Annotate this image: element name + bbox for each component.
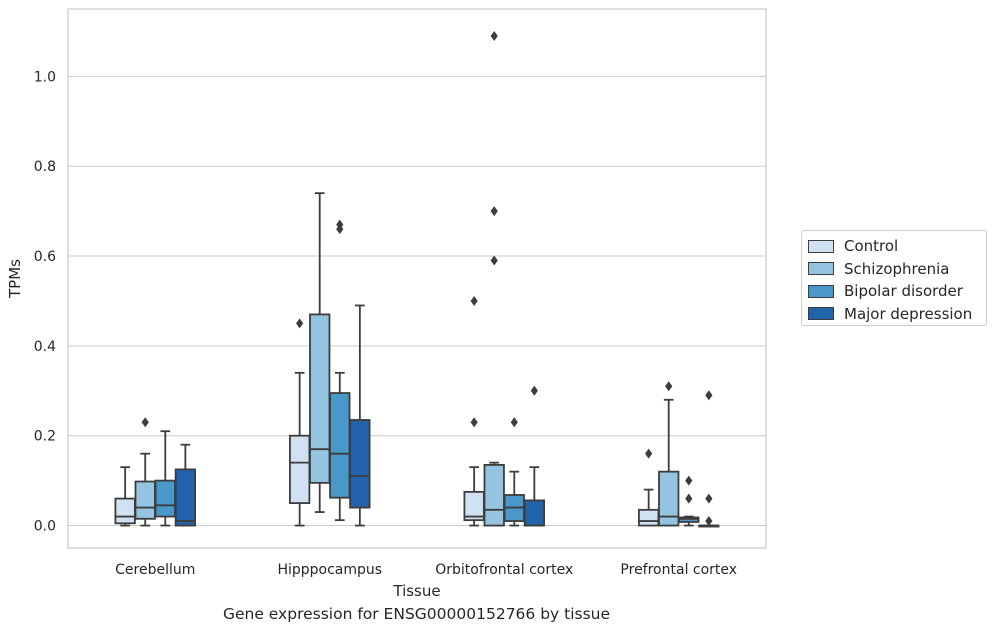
x-tick-labels: Cerebellum Hipppocampus Orbitofrontal cort…	[115, 562, 737, 578]
outlier-point	[141, 417, 149, 428]
box-group	[658, 381, 680, 527]
x-tick-label: Hipppocampus	[277, 562, 382, 578]
box-group	[698, 390, 720, 528]
x-axis-label: Tissue	[392, 582, 440, 600]
box	[638, 508, 660, 527]
y-axis-label: TPMs	[6, 259, 24, 299]
outlier-point	[705, 390, 713, 401]
x-tick-label: Cerebellum	[115, 562, 195, 578]
legend-swatch-major-depression	[808, 307, 834, 321]
legend-item-major-depression: Major depression	[808, 303, 980, 326]
box	[174, 468, 196, 527]
x-tick-label: Orbitofrontal cortex	[435, 562, 573, 578]
box	[483, 464, 505, 527]
legend-label-control: Control	[844, 237, 899, 256]
y-tick-labels: 0.0 0.2 0.4 0.6 0.8 1.0	[34, 69, 56, 534]
outlier-point	[530, 385, 538, 396]
box-group	[174, 443, 196, 527]
legend-swatch-bipolar-disorder	[808, 284, 834, 298]
box	[114, 497, 136, 525]
box	[289, 434, 311, 504]
box-group	[349, 304, 371, 527]
box	[309, 313, 331, 484]
box	[154, 479, 176, 518]
legend-swatch-control	[808, 239, 834, 253]
box-group	[309, 192, 331, 513]
box-group	[329, 219, 351, 522]
outlier-point	[490, 255, 498, 266]
outlier-point	[336, 219, 344, 230]
y-tick-label: 1.0	[34, 69, 56, 85]
y-tick-label: 0.8	[34, 159, 56, 175]
box-group	[134, 417, 156, 527]
legend-label-major-depression: Major depression	[844, 304, 973, 323]
outlier-point	[685, 475, 693, 486]
y-tick-label: 0.4	[34, 339, 56, 355]
legend-label-bipolar-disorder: Bipolar disorder	[844, 282, 963, 301]
box-group	[523, 385, 545, 527]
outlier-point	[645, 448, 653, 459]
box	[134, 480, 156, 520]
box-group	[678, 475, 700, 527]
legend-item-bipolar-disorder: Bipolar disorder	[808, 280, 980, 303]
figure-caption: Gene expression for ENSG00000152766 by t…	[222, 605, 611, 623]
plot-frame	[67, 8, 767, 549]
outlier-point	[470, 417, 478, 428]
legend-item-schizophrenia: Schizophrenia	[808, 258, 980, 281]
box-group	[503, 417, 525, 527]
box-group	[114, 466, 136, 527]
outlier-point	[665, 381, 673, 392]
y-tick-label: 0.6	[34, 249, 56, 265]
box-group	[638, 448, 660, 527]
legend-swatch-schizophrenia	[808, 262, 834, 276]
outlier-point	[296, 318, 304, 329]
box-group	[463, 295, 485, 527]
box	[329, 392, 351, 499]
legend-label-schizophrenia: Schizophrenia	[844, 259, 950, 278]
outlier-point	[685, 493, 693, 504]
grid-lines	[68, 75, 766, 527]
outlier-point	[490, 30, 498, 41]
x-tick-label: Prefrontal cortex	[620, 562, 737, 578]
outlier-point	[470, 295, 478, 306]
y-tick-label: 0.0	[34, 519, 56, 535]
outlier-point	[510, 417, 518, 428]
box	[658, 470, 680, 527]
box	[349, 419, 371, 509]
outlier-point	[490, 206, 498, 217]
box-group	[483, 30, 505, 527]
box	[523, 499, 545, 527]
legend-item-control: Control	[808, 235, 980, 258]
box-group	[154, 430, 176, 527]
legend: Control Schizophrenia Bipolar disorder M…	[801, 230, 987, 326]
box-group	[289, 318, 311, 527]
box-plot-series	[114, 30, 720, 528]
outlier-point	[705, 493, 713, 504]
outlier-point	[705, 516, 713, 527]
y-tick-label: 0.2	[34, 429, 56, 445]
